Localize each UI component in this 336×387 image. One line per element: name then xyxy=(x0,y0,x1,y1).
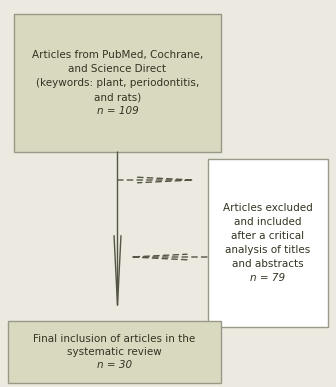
Text: analysis of titles: analysis of titles xyxy=(225,245,310,255)
Text: and Science Direct: and Science Direct xyxy=(69,64,167,74)
Text: n = 30: n = 30 xyxy=(97,360,132,370)
Text: Final inclusion of articles in the: Final inclusion of articles in the xyxy=(33,334,196,344)
Text: n = 79: n = 79 xyxy=(250,273,286,283)
Text: (keywords: plant, periodontitis,: (keywords: plant, periodontitis, xyxy=(36,78,199,88)
Text: and rats): and rats) xyxy=(94,92,141,102)
Text: Articles from PubMed, Cochrane,: Articles from PubMed, Cochrane, xyxy=(32,50,203,60)
Bar xyxy=(8,321,221,383)
Text: and included: and included xyxy=(234,217,302,227)
Text: Articles excluded: Articles excluded xyxy=(223,203,313,213)
Text: and abstracts: and abstracts xyxy=(232,259,304,269)
Bar xyxy=(208,159,328,327)
Text: n = 109: n = 109 xyxy=(97,106,138,116)
Text: systematic review: systematic review xyxy=(67,347,162,357)
Text: after a critical: after a critical xyxy=(232,231,304,241)
Bar xyxy=(14,14,221,152)
